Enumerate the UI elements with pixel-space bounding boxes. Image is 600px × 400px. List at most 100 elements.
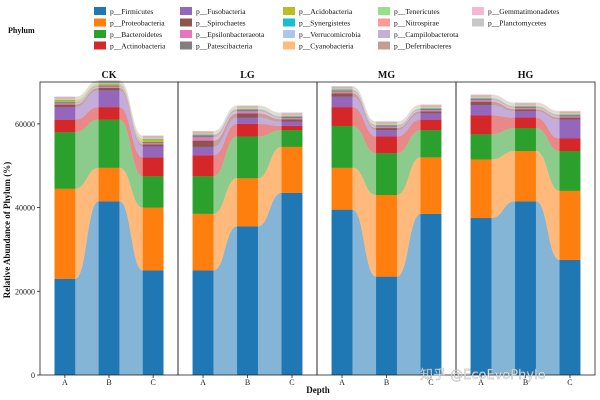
layer-mg-nitrospirae — [331, 87, 442, 124]
bar-mg-c-bacteroidetes — [420, 130, 442, 158]
bar-lg-c-bacteroidetes — [281, 130, 303, 147]
layer-lg-verrucomicrobia — [192, 108, 303, 135]
layer-mg-gemmatimonadetes — [331, 86, 442, 123]
bar-mg-c-patescibacteria — [420, 108, 442, 111]
x-tick-label-hg-b: B — [523, 378, 528, 387]
bar-ck-a-proteobacteria — [54, 188, 76, 279]
layer-ck-cyanobacteria — [54, 82, 164, 139]
area-band-lg-planctomycetes — [192, 105, 303, 132]
area-band-lg-acidobacteria — [192, 109, 303, 136]
bar-lg-b-patescibacteria — [237, 109, 258, 112]
legend-label-acidobacteria: p__Acidobacteria — [299, 7, 353, 16]
bar-lg-a-firmicutes — [192, 270, 214, 375]
bar-mg-b-firmicutes — [376, 276, 397, 375]
legend-swatch-gemmatimonadetes — [472, 7, 484, 15]
bar-hg-b-actinobacteria — [515, 117, 536, 129]
area-band-hg-verrucomicrobia — [470, 97, 581, 115]
bar-mg-c-firmicutes — [420, 213, 442, 375]
x-tick-label-mg-c: C — [428, 378, 433, 387]
area-band-lg-fusobacteria — [192, 117, 303, 156]
legend-swatch-campilobacterota — [378, 30, 390, 38]
legend-swatch-verrucomicrobia — [283, 30, 295, 38]
legend-swatch-nitrospirae — [378, 18, 390, 27]
layer-mg-cyanobacteria — [331, 88, 442, 125]
layer-hg-proteobacteria — [470, 151, 581, 260]
bar-mg-a-actinobacteria — [331, 107, 353, 126]
bar-lg-c-fusobacteria — [281, 121, 303, 126]
bar-ck-a-acidobacteria — [54, 100, 76, 103]
panel-ck: CK A B C — [39, 70, 179, 387]
legend-swatch-planctomycetes — [472, 18, 484, 27]
y-tick-label-40000: 40000 — [15, 204, 35, 213]
layer-lg-deferribacteres — [192, 106, 303, 133]
panel-hg: HG A B C — [455, 70, 596, 387]
layer-mg-deferribacteres — [331, 87, 442, 123]
layer-ck-bacteroidetes — [54, 119, 164, 208]
layer-mg-firmicutes — [331, 209, 442, 375]
legend-swatch-synergistetes — [283, 18, 295, 27]
area-band-hg-fusobacteria — [470, 105, 581, 139]
bar-hg-b-proteobacteria — [515, 151, 536, 202]
y-tick-label-20000: 20000 — [15, 287, 35, 296]
legend-swatch-tenericutes — [378, 7, 390, 15]
layer-mg-acidobacteria — [331, 89, 442, 126]
bar-ck-a-firmicutes — [54, 278, 76, 375]
legend-swatch-cyanobacteria — [283, 41, 295, 50]
bar-mg-a-patescibacteria — [331, 90, 353, 92]
bar-ck-c-firmicutes — [142, 270, 164, 375]
layer-hg-planctomycetes — [470, 94, 581, 112]
bar-hg-b-epsilonbacteraeota — [515, 107, 536, 110]
legend-label-epsilonbacteraeota: p__Epsilonbacteraeota — [196, 30, 265, 39]
layer-mg-patescibacteria — [331, 90, 442, 127]
bar-ck-b-bacteroidetes — [98, 119, 120, 168]
area-band-lg-deferribacteres — [192, 106, 303, 133]
bar-ck-b-proteobacteria — [98, 167, 120, 202]
bar-mg-c-spirochaetes — [420, 111, 442, 114]
bar-lg-c-patescibacteria — [281, 116, 303, 118]
area-band-lg-gemmatimonadetes — [192, 105, 303, 132]
bar-mg-c-proteobacteria — [420, 157, 442, 214]
area-band-lg-verrucomicrobia — [192, 108, 303, 135]
legend-swatch-firmicutes — [94, 7, 106, 15]
layer-ck-actinobacteria — [54, 107, 164, 177]
layer-hg-cyanobacteria — [470, 97, 581, 114]
bar-lg-a-epsilonbacteraeota — [192, 137, 214, 141]
layer-ck-proteobacteria — [54, 167, 164, 279]
x-tick-label-ck-b: B — [106, 378, 111, 387]
x-tick-label-lg-b: B — [245, 378, 250, 387]
bar-hg-c-firmicutes — [559, 259, 581, 375]
bar-mg-a-proteobacteria — [331, 167, 353, 210]
bar-mg-b-epsilonbacteraeota — [376, 126, 397, 129]
layer-ck-verrucomicrobia — [54, 83, 164, 139]
bar-ck-b-actinobacteria — [98, 107, 120, 120]
bar-lg-c-firmicutes — [281, 192, 303, 375]
layer-hg-deferribacteres — [470, 95, 581, 113]
bar-lg-a-actinobacteria — [192, 155, 214, 177]
area-band-hg-proteobacteria — [470, 151, 581, 260]
bar-mg-b-spirochaetes — [376, 128, 397, 131]
bar-mg-b-proteobacteria — [376, 195, 397, 277]
layer-lg-bacteroidetes — [192, 130, 303, 214]
bar-hg-a-actinobacteria — [470, 115, 492, 135]
bar-lg-b-epsilonbacteraeota — [237, 111, 258, 114]
bar-lg-a-patescibacteria — [192, 135, 214, 138]
bar-ck-a-spirochaetes — [54, 104, 76, 108]
bar-ck-c-bacteroidetes — [142, 176, 164, 208]
area-band-ck-acidobacteria — [54, 84, 164, 142]
bar-hg-a-spirochaetes — [470, 101, 492, 106]
bar-ck-a-actinobacteria — [54, 119, 76, 133]
layer-ck-spirochaetes — [54, 87, 164, 147]
bar-hg-a-firmicutes — [470, 218, 492, 375]
bar-hg-c-patescibacteria — [559, 115, 581, 117]
bar-ck-c-spirochaetes — [142, 144, 164, 147]
layer-hg-actinobacteria — [470, 115, 581, 152]
bar-lg-b-actinobacteria — [237, 123, 258, 137]
bar-lg-b-firmicutes — [237, 226, 258, 375]
bar-mg-c-actinobacteria — [420, 119, 442, 131]
bar-hg-b-patescibacteria — [515, 106, 536, 108]
area-band-ck-spirochaetes — [54, 87, 164, 147]
layer-hg-fusobacteria — [470, 105, 581, 139]
bar-hg-b-bacteroidetes — [515, 128, 536, 152]
bar-mg-a-epsilonbacteraeota — [331, 91, 353, 94]
bar-ck-b-acidobacteria — [98, 84, 120, 86]
